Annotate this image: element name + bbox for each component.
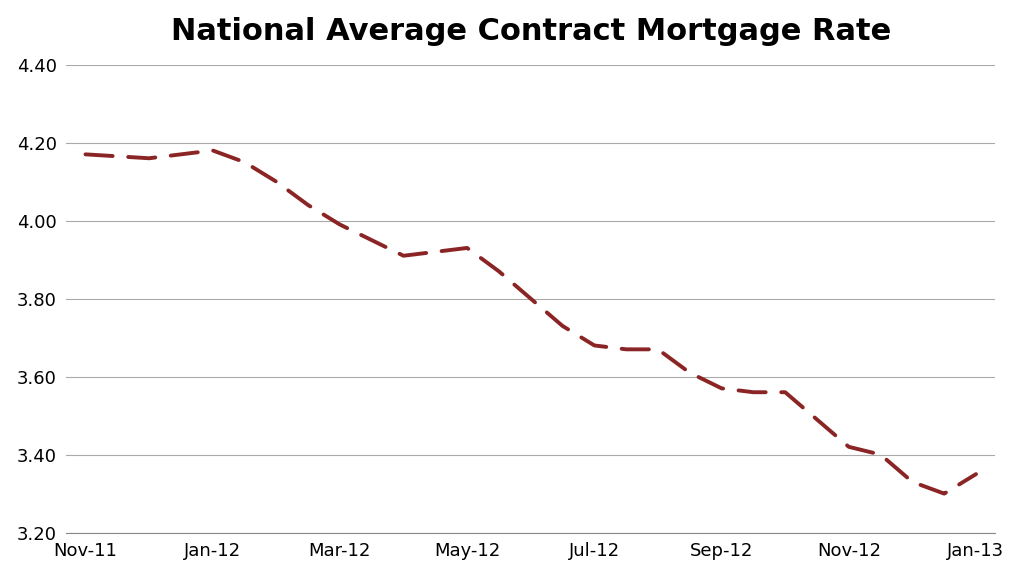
Title: National Average Contract Mortgage Rate: National Average Contract Mortgage Rate	[171, 17, 891, 46]
